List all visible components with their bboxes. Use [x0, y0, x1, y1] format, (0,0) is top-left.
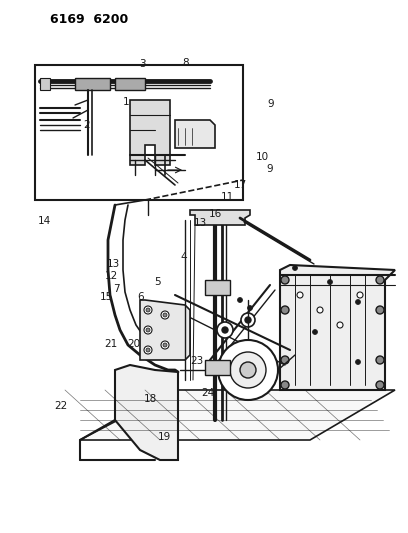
Text: 23: 23 [191, 357, 204, 366]
Circle shape [297, 292, 303, 298]
Text: 19: 19 [158, 432, 171, 442]
Circle shape [376, 306, 384, 314]
Circle shape [293, 265, 297, 271]
Circle shape [376, 276, 384, 284]
Polygon shape [205, 280, 230, 295]
Polygon shape [40, 78, 50, 90]
Circle shape [144, 326, 152, 334]
Polygon shape [115, 365, 178, 460]
Circle shape [317, 307, 323, 313]
Circle shape [163, 343, 167, 347]
Circle shape [144, 306, 152, 314]
Text: 8: 8 [182, 58, 189, 68]
Circle shape [218, 340, 278, 400]
Circle shape [146, 328, 150, 332]
Text: 16: 16 [208, 209, 222, 219]
Circle shape [376, 381, 384, 389]
Circle shape [144, 346, 152, 354]
Polygon shape [115, 78, 145, 90]
Polygon shape [130, 100, 170, 165]
Circle shape [146, 348, 150, 352]
Text: 15: 15 [100, 293, 113, 302]
Text: 9: 9 [266, 165, 273, 174]
Circle shape [245, 317, 251, 323]
Circle shape [240, 362, 256, 378]
Text: 12: 12 [104, 271, 118, 281]
Text: 18: 18 [144, 394, 157, 403]
Text: 11: 11 [221, 192, 234, 202]
Circle shape [217, 322, 233, 338]
Text: 6169  6200: 6169 6200 [50, 13, 128, 26]
Circle shape [163, 313, 167, 317]
Circle shape [237, 297, 242, 303]
Circle shape [376, 356, 384, 364]
Circle shape [355, 359, 361, 365]
Text: 5: 5 [154, 278, 160, 287]
Circle shape [230, 352, 266, 388]
Text: 13: 13 [107, 259, 120, 269]
Polygon shape [280, 265, 395, 390]
Text: 4: 4 [180, 252, 187, 262]
Text: 17: 17 [234, 181, 247, 190]
Polygon shape [140, 300, 190, 360]
Circle shape [281, 356, 289, 364]
Text: 6: 6 [137, 293, 144, 302]
Text: 2: 2 [84, 120, 90, 130]
Circle shape [357, 292, 363, 298]
Text: 13: 13 [194, 218, 207, 228]
Polygon shape [75, 78, 110, 90]
Text: 20: 20 [127, 339, 140, 349]
Text: 24: 24 [202, 389, 215, 398]
Polygon shape [190, 210, 250, 225]
Text: 21: 21 [104, 339, 117, 349]
Text: 10: 10 [255, 152, 268, 162]
Circle shape [355, 300, 361, 304]
Circle shape [281, 381, 289, 389]
Text: 7: 7 [113, 285, 120, 294]
Circle shape [337, 322, 343, 328]
Circle shape [313, 329, 317, 335]
Circle shape [248, 305, 253, 311]
Text: 14: 14 [38, 216, 51, 226]
Circle shape [281, 306, 289, 314]
Polygon shape [175, 120, 215, 148]
Text: 3: 3 [139, 59, 145, 69]
Circle shape [328, 279, 333, 285]
Circle shape [161, 311, 169, 319]
Text: 1: 1 [123, 98, 130, 107]
Text: 9: 9 [267, 99, 274, 109]
Circle shape [241, 313, 255, 327]
Circle shape [222, 327, 228, 333]
Polygon shape [205, 360, 230, 375]
Text: 22: 22 [54, 401, 67, 411]
Bar [35, 65, 243, 200]
Circle shape [161, 341, 169, 349]
Polygon shape [80, 390, 395, 440]
Circle shape [281, 276, 289, 284]
Circle shape [146, 308, 150, 312]
